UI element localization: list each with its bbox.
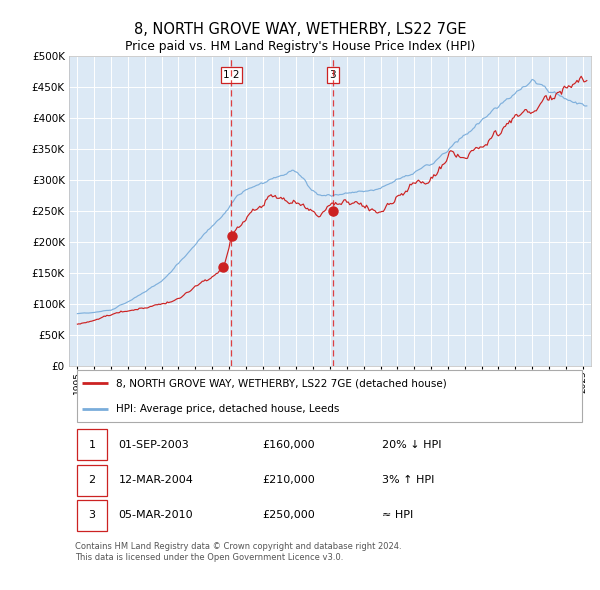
Text: £250,000: £250,000: [262, 510, 315, 520]
FancyBboxPatch shape: [77, 465, 107, 496]
Text: 05-MAR-2010: 05-MAR-2010: [119, 510, 193, 520]
FancyBboxPatch shape: [77, 370, 582, 422]
FancyBboxPatch shape: [77, 500, 107, 531]
Text: 3: 3: [88, 510, 95, 520]
Text: 2: 2: [88, 475, 95, 485]
Text: £160,000: £160,000: [262, 440, 315, 450]
Text: 3: 3: [329, 70, 336, 80]
Text: Price paid vs. HM Land Registry's House Price Index (HPI): Price paid vs. HM Land Registry's House …: [125, 40, 475, 53]
Text: £210,000: £210,000: [262, 475, 315, 485]
Text: 12-MAR-2004: 12-MAR-2004: [119, 475, 193, 485]
Text: 01-SEP-2003: 01-SEP-2003: [119, 440, 190, 450]
Text: 8, NORTH GROVE WAY, WETHERBY, LS22 7GE: 8, NORTH GROVE WAY, WETHERBY, LS22 7GE: [134, 22, 466, 37]
FancyBboxPatch shape: [77, 430, 107, 460]
Text: 1 2: 1 2: [223, 70, 240, 80]
Text: ≈ HPI: ≈ HPI: [382, 510, 413, 520]
Text: 20% ↓ HPI: 20% ↓ HPI: [382, 440, 442, 450]
Text: 8, NORTH GROVE WAY, WETHERBY, LS22 7GE (detached house): 8, NORTH GROVE WAY, WETHERBY, LS22 7GE (…: [116, 378, 447, 388]
Text: Contains HM Land Registry data © Crown copyright and database right 2024.
This d: Contains HM Land Registry data © Crown c…: [75, 542, 402, 562]
Text: 3% ↑ HPI: 3% ↑ HPI: [382, 475, 434, 485]
Text: HPI: Average price, detached house, Leeds: HPI: Average price, detached house, Leed…: [116, 404, 340, 414]
Text: 1: 1: [88, 440, 95, 450]
